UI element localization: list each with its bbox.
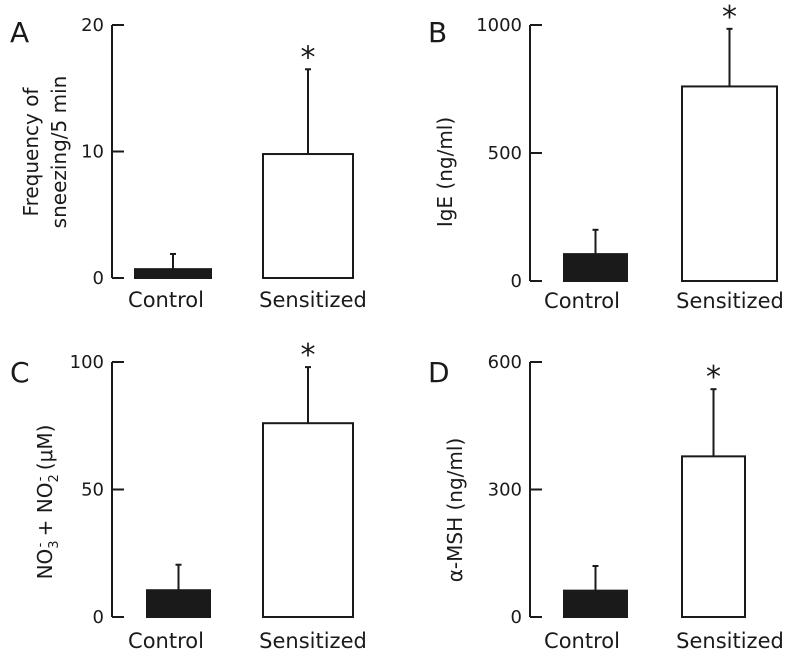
y-tick-label: 100 bbox=[70, 352, 104, 373]
category-label-control: Control bbox=[128, 629, 204, 653]
y-tick-label: 0 bbox=[93, 607, 104, 628]
y-tick-label: 0 bbox=[93, 268, 104, 289]
panel-b: B IgE (ng/ml) 0 500 1000 * Control Sensitiz… bbox=[428, 0, 784, 313]
y-tick-label: 300 bbox=[488, 480, 522, 501]
bar-control bbox=[563, 253, 628, 282]
category-label-sensitized: Sensitized bbox=[259, 629, 367, 653]
y-tick-label: 0 bbox=[511, 607, 522, 628]
plot-area: 0 300 600 * bbox=[488, 352, 746, 628]
y-axis-label: IgE (ng/ml) bbox=[433, 117, 457, 227]
y-axis-label-line-1: Frequency of bbox=[19, 87, 43, 217]
significance-marker: * bbox=[301, 40, 316, 75]
category-label-sensitized: Sensitized bbox=[676, 629, 784, 653]
y-tick-label: 10 bbox=[81, 142, 104, 163]
panel-label: B bbox=[428, 16, 447, 49]
bar-control bbox=[563, 589, 628, 619]
y-axis-label: NO3- + NO2- (μM) bbox=[33, 425, 62, 580]
panel-a: A Frequency of sneezing/5 min 0 10 20 * Con… bbox=[10, 15, 367, 312]
significance-marker: * bbox=[706, 360, 721, 395]
category-label-control: Control bbox=[544, 289, 620, 313]
bar-control bbox=[146, 589, 211, 618]
category-label-control: Control bbox=[128, 288, 204, 312]
y-tick-label: 50 bbox=[81, 480, 104, 501]
plot-area: 0 10 20 * bbox=[81, 15, 354, 289]
category-label-sensitized: Sensitized bbox=[676, 289, 784, 313]
bar-sensitized bbox=[681, 455, 746, 618]
y-tick-label: 600 bbox=[488, 352, 522, 373]
y-tick-label: 500 bbox=[488, 143, 522, 164]
panel-label: A bbox=[10, 16, 29, 49]
y-tick-label: 0 bbox=[511, 271, 522, 292]
plot-area: 0 50 100 * bbox=[70, 338, 354, 628]
panel-d: D α-MSH (ng/ml) 0 300 600 * Control Sensiti… bbox=[428, 352, 784, 653]
category-label-sensitized: Sensitized bbox=[259, 288, 367, 312]
bar-sensitized bbox=[681, 85, 778, 282]
panel-label: C bbox=[10, 356, 30, 389]
bar-sensitized bbox=[262, 422, 354, 619]
y-tick-label: 20 bbox=[81, 15, 104, 36]
panel-label: D bbox=[428, 356, 450, 389]
bar-control bbox=[134, 268, 212, 279]
y-axis-label: α-MSH (ng/ml) bbox=[443, 438, 467, 583]
significance-marker: * bbox=[722, 0, 737, 35]
y-tick-label: 1000 bbox=[476, 15, 522, 36]
plot-area: 0 500 1000 * bbox=[476, 0, 778, 292]
y-axis-label-line-2: sneezing/5 min bbox=[47, 76, 71, 229]
bar-sensitized bbox=[262, 153, 354, 279]
category-label-control: Control bbox=[544, 629, 620, 653]
significance-marker: * bbox=[301, 338, 316, 373]
panel-c: C NO3- + NO2- (μM) 0 50 100 * Control Sensi… bbox=[10, 338, 367, 653]
